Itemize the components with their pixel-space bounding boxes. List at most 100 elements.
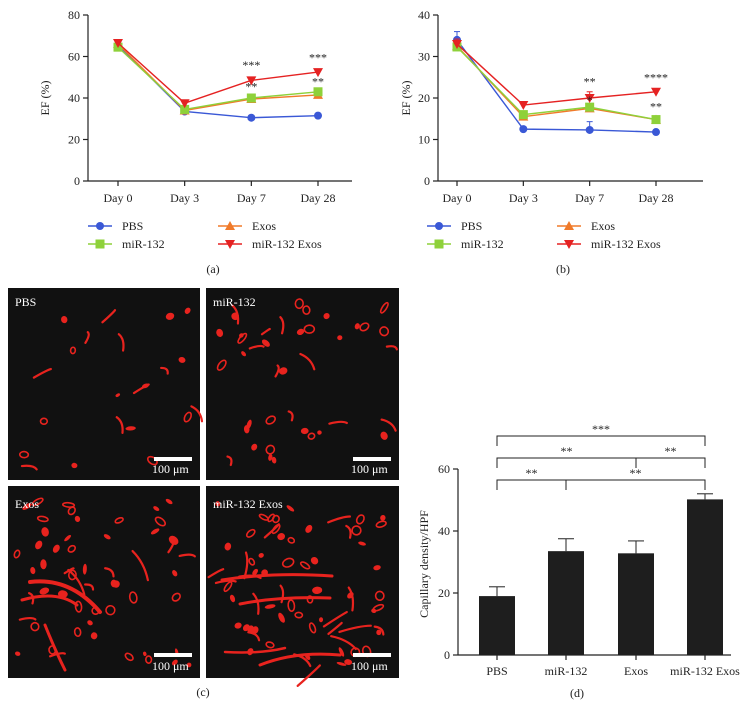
vessel xyxy=(216,328,224,337)
vessel-ring xyxy=(375,520,387,528)
chart-d-significance-label: ** xyxy=(526,466,538,480)
vessel-segment xyxy=(279,584,285,604)
vessel xyxy=(168,535,179,545)
chart-b-series-line-mir-132-exos xyxy=(456,43,657,106)
micrograph-mir132-scale-label: 100 μm xyxy=(351,462,388,476)
vessel xyxy=(376,629,382,636)
chart-b-point-mir-132-exos xyxy=(452,40,462,50)
vessel xyxy=(165,312,175,320)
chart-a-legend-item-exos: Exos xyxy=(218,219,276,233)
vessel-long xyxy=(20,594,79,607)
chart-b-legend-label: PBS xyxy=(461,219,482,233)
legend-b: PBS Exos miR-132 miR-132 Exos xyxy=(427,219,661,251)
vessel xyxy=(278,612,285,623)
vessel-segment xyxy=(287,410,294,422)
chart-a-legend-marker xyxy=(96,222,104,230)
vessel xyxy=(319,617,324,623)
chart-a-point-mir-132-exos xyxy=(113,39,123,49)
vessel-segment xyxy=(345,524,352,539)
chart-a-legend-item-pbs: PBS xyxy=(88,219,143,233)
vessel-segment xyxy=(178,553,196,558)
chart-a-y-tick-label: 40 xyxy=(68,91,80,105)
vessel-segment xyxy=(18,616,37,621)
chart-d-y-tick-label: 60 xyxy=(438,462,450,476)
vessel xyxy=(30,567,36,575)
vessel xyxy=(64,534,72,542)
vessel-segment xyxy=(20,464,38,471)
vessel-segment xyxy=(296,664,321,687)
chart-a-legend-label: PBS xyxy=(122,219,143,233)
vessel xyxy=(336,661,347,666)
vessel-ring xyxy=(124,652,134,662)
micrograph-pbs-vessels xyxy=(18,307,204,471)
vessel-ring xyxy=(374,590,385,601)
vessel xyxy=(184,307,191,314)
vessel xyxy=(52,544,60,553)
vessel-segment xyxy=(338,624,372,634)
chart-b-series-line-pbs xyxy=(456,39,657,133)
vessel xyxy=(252,568,258,576)
chart-d-significance-label: *** xyxy=(592,422,610,436)
caption-d: (d) xyxy=(570,686,584,700)
vessel xyxy=(74,515,81,523)
chart-b-legend-item-mir-132-exos: miR-132 Exos xyxy=(557,237,661,251)
vessel-segment xyxy=(347,586,355,612)
vessel xyxy=(178,356,186,363)
vessel-ring xyxy=(379,326,390,337)
chart-a-legend-item-mir-132-exos: miR-132 Exos xyxy=(218,237,322,251)
bar-pbs xyxy=(479,596,515,655)
micrograph-mir132-exos-label: miR-132 Exos xyxy=(213,497,283,511)
vessel-segment xyxy=(248,344,265,350)
micrograph-mir132-scale-bar xyxy=(353,457,391,461)
chart-b-point-pbs xyxy=(585,125,594,134)
vessel xyxy=(251,443,258,451)
vessel xyxy=(310,556,319,565)
vessel xyxy=(71,462,78,469)
chart-d-ylabel: Capillary density/HPF xyxy=(417,510,431,618)
micrograph-pbs: PBS 100 μm xyxy=(8,288,204,480)
vessel-segment xyxy=(117,333,125,352)
micrograph-mir132-vessels xyxy=(216,298,398,467)
chart-d-y-tick-label: 40 xyxy=(438,524,450,538)
vessel xyxy=(354,323,360,330)
vessel-ring xyxy=(308,622,317,634)
vessel xyxy=(172,570,178,577)
vessel xyxy=(234,622,242,629)
chart-b-x-tick-label: Day 7 xyxy=(575,191,604,205)
vessel xyxy=(115,393,121,397)
vessel xyxy=(82,563,87,575)
vessel-segment xyxy=(207,568,225,579)
vessel-segment xyxy=(322,610,348,628)
vessel-ring xyxy=(306,595,314,604)
vessel-ring xyxy=(294,298,304,310)
vessel xyxy=(300,427,309,435)
vessel-segment xyxy=(226,455,233,467)
vessel-ring xyxy=(74,600,83,613)
vessel xyxy=(277,533,286,541)
vessel xyxy=(312,586,323,594)
chart-b-legend-marker xyxy=(434,239,444,249)
vessel xyxy=(258,552,264,558)
chart-a-y-tick-label: 20 xyxy=(68,133,80,147)
vessel xyxy=(22,503,32,510)
chart-b-legend-item-exos: Exos xyxy=(557,219,615,233)
chart-a-x-tick-label: Day 7 xyxy=(237,191,266,205)
vessel xyxy=(90,632,98,640)
chart-a-series-pbs xyxy=(114,41,322,122)
chart-a-point-mir-132 xyxy=(180,104,190,114)
vessel-ring xyxy=(183,411,192,423)
vessel xyxy=(317,430,322,435)
vessel xyxy=(286,505,295,512)
vessel-segment xyxy=(327,515,352,524)
vessel xyxy=(338,647,345,657)
vessel xyxy=(186,662,192,668)
chart-b-y-tick-label: 40 xyxy=(418,8,430,22)
chart-a-significance-label: *** xyxy=(309,51,327,65)
chart-d: Capillary density/HPF 0 20 40 60 PBS miR-132 E… xyxy=(417,422,740,678)
micrograph-mir132-exos-vessels xyxy=(207,501,387,687)
vessel-segment xyxy=(104,567,115,578)
micrograph-exos-scale-bar xyxy=(154,653,192,657)
chart-b-y-tick-label: 10 xyxy=(418,133,430,147)
vessel xyxy=(150,528,160,535)
chart-b-significance-label: ** xyxy=(650,99,662,113)
